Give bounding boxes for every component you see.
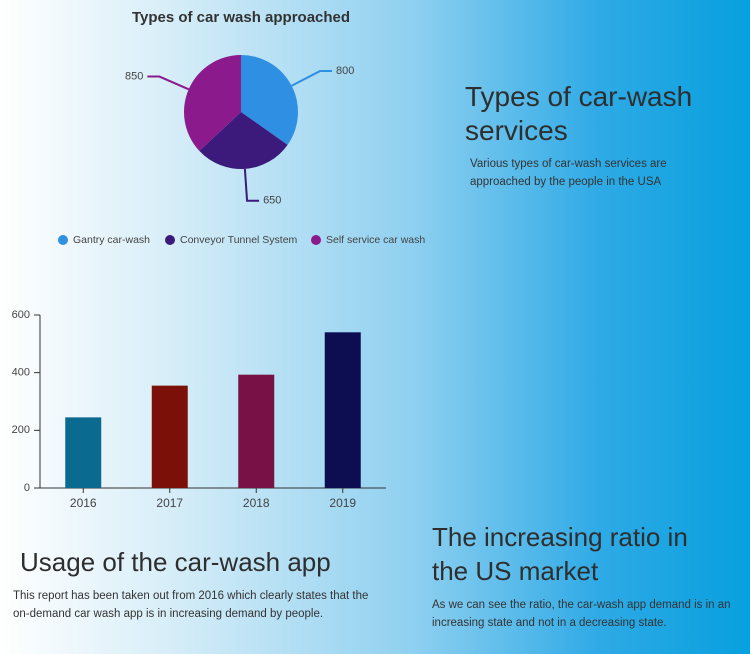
pie-slice bbox=[241, 55, 298, 145]
bar bbox=[151, 385, 188, 488]
y-tick-label: 0 bbox=[24, 482, 30, 494]
y-tick-label: 600 bbox=[12, 309, 30, 321]
section-text: Various types of car-wash services are a… bbox=[470, 158, 667, 188]
x-tick-label: 2016 bbox=[70, 496, 97, 510]
legend-label: Gantry car-wash bbox=[73, 234, 150, 246]
leader-line bbox=[147, 75, 190, 91]
data-label: 650 bbox=[263, 195, 281, 207]
chart-title: Types of car wash approached bbox=[132, 9, 350, 26]
leader-line bbox=[243, 168, 260, 202]
pie-slice bbox=[184, 55, 241, 151]
bar bbox=[238, 374, 275, 488]
bar bbox=[65, 417, 102, 488]
bar bbox=[324, 332, 361, 488]
leader-line bbox=[291, 70, 333, 87]
legend-marker bbox=[58, 235, 68, 245]
x-tick-label: 2019 bbox=[329, 496, 356, 510]
x-tick-label: 2018 bbox=[243, 496, 270, 510]
y-tick-label: 200 bbox=[12, 424, 30, 436]
data-label: 800 bbox=[336, 65, 354, 77]
data-label: 850 bbox=[125, 70, 143, 82]
legend-label: Conveyor Tunnel System bbox=[180, 234, 298, 246]
x-tick-label: 2017 bbox=[156, 496, 183, 510]
section-heading: Types of car-wash services bbox=[465, 81, 693, 146]
section-heading: The increasing ratio in the US market bbox=[432, 522, 688, 586]
section-text: This report has been taken out from 2016… bbox=[13, 590, 369, 620]
pie-slice bbox=[199, 112, 288, 170]
legend-marker bbox=[165, 235, 175, 245]
section-heading: Usage of the car-wash app bbox=[20, 547, 331, 577]
y-tick-label: 400 bbox=[12, 367, 30, 379]
legend-label: Self service car wash bbox=[326, 234, 425, 246]
section-text: As we can see the ratio, the car-wash ap… bbox=[432, 599, 731, 629]
legend-marker bbox=[311, 235, 321, 245]
